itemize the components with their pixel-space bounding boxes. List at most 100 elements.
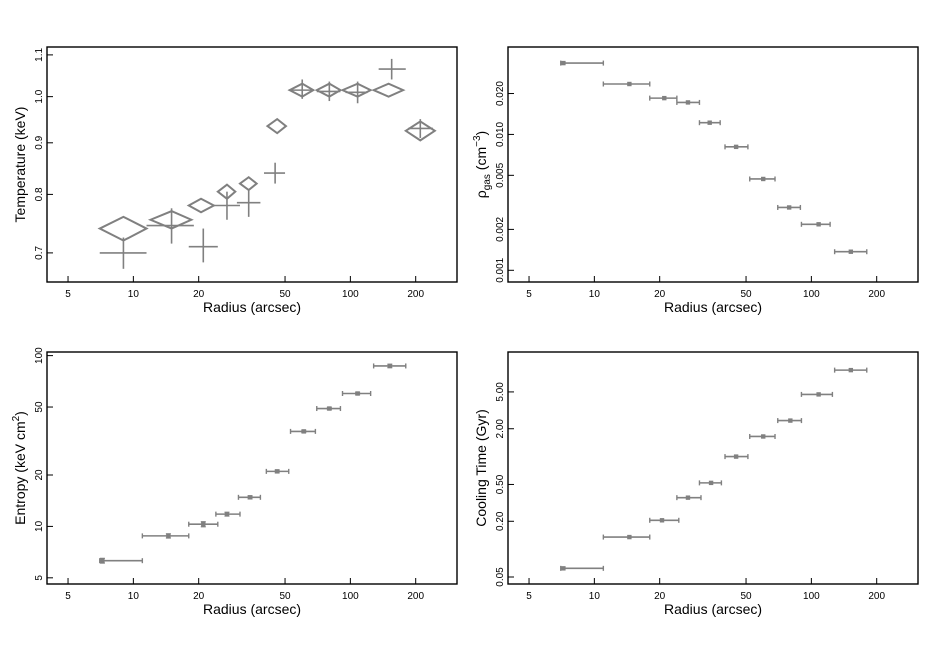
- entropy-dot-point: [316, 406, 342, 412]
- temperature-cross-point: [378, 58, 406, 80]
- x-tick-label: 100: [803, 591, 820, 602]
- cooling-dot-point: [724, 454, 749, 460]
- x-tick-label: 50: [279, 289, 291, 300]
- y-tick-label: 0.002: [495, 216, 506, 241]
- y-tick-label: 1.1: [34, 48, 45, 62]
- temperature-cross-point: [188, 228, 218, 263]
- y-tick-label: 100: [34, 347, 45, 364]
- y-tick-label: 0.50: [495, 474, 506, 494]
- cooling-dot-point: [777, 418, 803, 424]
- y-tick-label: 10: [34, 520, 45, 532]
- y-axis-label-part: ): [473, 131, 489, 136]
- entropy-panel: 5 10 20 50 100 200 5 10 20 50 100 Radius (arcsec) En…: [11, 347, 458, 617]
- y-tick-label: 0.005: [495, 162, 506, 187]
- y-axis-label: Entropy (keV cm2): [11, 411, 28, 525]
- temperature-diamond-point: [403, 120, 437, 142]
- x-tick-label: 100: [342, 591, 359, 602]
- x-tick-label: 20: [654, 289, 666, 300]
- y-tick-label: 0.20: [495, 511, 506, 531]
- temperature-diamond-point: [287, 82, 316, 98]
- cooling-dot-point: [698, 480, 723, 486]
- x-tick-label: 200: [407, 591, 424, 602]
- temperature-diamond-point: [265, 117, 288, 135]
- x-tick-label: 100: [342, 289, 359, 300]
- density-dot-point: [649, 95, 678, 101]
- temperature-cross-point: [146, 208, 194, 244]
- x-axis-label: Radius (arcsec): [203, 601, 301, 617]
- density-panel: 5 10 20 50 100 200 0.001 0.002 0.005 0.010 0.020 Ra…: [472, 46, 919, 315]
- entropy-dot-point: [99, 557, 144, 564]
- entropy-plot-frame: [46, 351, 458, 585]
- y-axis-label-part: Entropy (keV cm: [12, 421, 28, 524]
- y-tick-label: 0.010: [495, 121, 506, 146]
- density-dot-point: [698, 120, 721, 126]
- entropy-dot-point: [215, 511, 241, 517]
- x-axis-label: Radius (arcsec): [203, 299, 301, 315]
- x-tick-label: 200: [407, 289, 424, 300]
- entropy-dot-point: [265, 468, 290, 474]
- density-plot-frame: [507, 46, 919, 283]
- temperature-diamond-point: [97, 215, 149, 242]
- entropy-dot-point: [289, 428, 317, 434]
- density-dot-point: [560, 60, 605, 66]
- density-dot-point: [724, 144, 749, 150]
- y-tick-label: 2.00: [495, 419, 506, 439]
- temperature-diamond-point: [339, 82, 373, 98]
- temperature-diamond-point: [238, 175, 259, 192]
- temperature-plot-frame: [46, 46, 458, 283]
- x-tick-label: 20: [654, 591, 666, 602]
- cooling-dot-point: [800, 391, 834, 397]
- density-dot-point: [749, 176, 776, 182]
- x-tick-label: 5: [65, 591, 71, 602]
- entropy-dot-point: [372, 363, 407, 369]
- temperature-diamond-point: [147, 210, 194, 230]
- x-tick-label: 5: [526, 289, 532, 300]
- y-axis-label-part: ρ: [473, 190, 489, 198]
- x-axis-label: Radius (arcsec): [664, 601, 762, 617]
- x-tick-label: 50: [740, 591, 752, 602]
- cooling-dot-point: [560, 565, 605, 571]
- entropy-dot-point: [237, 494, 262, 500]
- cooling-dot-point: [602, 534, 651, 540]
- temperature-cross-point: [99, 237, 147, 269]
- x-tick-label: 10: [589, 289, 601, 300]
- y-tick-label: 1.0: [34, 89, 45, 103]
- density-dot-point: [777, 204, 802, 210]
- temperature-cross-point: [213, 191, 240, 220]
- y-axis-label-part: −3: [472, 135, 483, 147]
- x-tick-label: 10: [128, 289, 140, 300]
- y-axis-label-part: (cm: [473, 147, 489, 174]
- y-tick-label: 0.001: [495, 257, 506, 282]
- x-tick-label: 50: [279, 591, 291, 602]
- x-tick-label: 10: [589, 591, 601, 602]
- y-tick-label: 5.00: [495, 382, 506, 402]
- entropy-dot-point: [188, 521, 219, 528]
- y-axis-label-part: 2: [11, 415, 22, 421]
- temperature-cross-point: [264, 162, 286, 184]
- y-tick-label: 5: [34, 575, 45, 581]
- x-tick-label: 10: [128, 591, 140, 602]
- x-tick-label: 20: [193, 289, 205, 300]
- y-tick-label: 0.8: [34, 187, 45, 201]
- x-tick-label: 200: [868, 591, 885, 602]
- y-axis-label-part: ): [12, 411, 28, 416]
- y-tick-label: 0.05: [495, 567, 506, 587]
- y-tick-label: 0.9: [34, 135, 45, 149]
- density-dot-point: [800, 221, 831, 227]
- cooling-dot-point: [833, 367, 868, 373]
- temperature-diamond-point: [216, 183, 237, 201]
- entropy-dot-point: [141, 533, 190, 539]
- y-axis-label: Temperature (keV): [12, 107, 28, 223]
- x-axis-label: Radius (arcsec): [664, 299, 762, 315]
- temperature-diamond-point: [186, 197, 217, 214]
- y-axis-label: ρgas (cm−3): [472, 131, 493, 198]
- temperature-diamond-point: [371, 82, 406, 98]
- x-tick-label: 50: [740, 289, 752, 300]
- y-tick-label: 50: [34, 401, 45, 413]
- temperature-panel: 5 10 20 50 100 200 0.7 0.8 0.9 1.0 1.1 Radius (arcs…: [12, 46, 458, 315]
- cooling-panel: 5 10 20 50 100 200 0.05 0.20 0.50 2.00 5.00 Radius …: [473, 351, 919, 617]
- y-tick-label: 0.7: [34, 246, 45, 260]
- y-tick-label: 0.020: [495, 81, 506, 106]
- x-tick-label: 100: [803, 289, 820, 300]
